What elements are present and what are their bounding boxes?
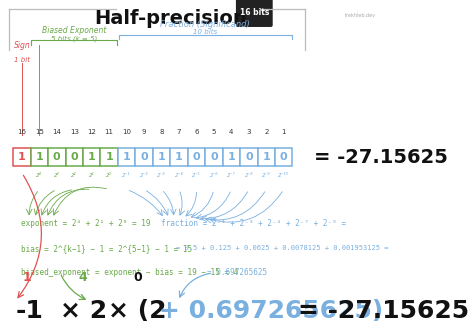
Text: Fraction (Significand): Fraction (Significand) — [160, 20, 250, 29]
Text: 3: 3 — [246, 129, 251, 135]
Text: 1: 1 — [263, 152, 270, 162]
Bar — [118, 148, 136, 166]
Text: 1 bit: 1 bit — [14, 57, 30, 63]
Text: 1: 1 — [88, 152, 96, 162]
Text: 10 bits: 10 bits — [193, 29, 217, 35]
Text: 14: 14 — [52, 129, 61, 135]
Text: 0: 0 — [210, 152, 218, 162]
Text: biased_exponent = exponent − bias = 19 − 15 = 4: biased_exponent = exponent − bias = 19 −… — [21, 269, 239, 278]
Text: × (2: × (2 — [109, 299, 167, 323]
Bar — [153, 148, 170, 166]
Text: bias = 2^{k−1} − 1 = 2^{5−1} − 1 = 15: bias = 2^{k−1} − 1 = 2^{5−1} − 1 = 15 — [21, 244, 192, 253]
Text: 2⁻⁴: 2⁻⁴ — [175, 173, 183, 178]
Text: 11: 11 — [105, 129, 114, 135]
Text: = -27.15625: = -27.15625 — [314, 148, 447, 167]
Text: 2⁻⁹: 2⁻⁹ — [262, 173, 271, 178]
Text: 7: 7 — [177, 129, 181, 135]
Bar — [257, 148, 275, 166]
Text: 2³: 2³ — [54, 173, 60, 178]
Text: 1: 1 — [158, 152, 165, 162]
Text: 1: 1 — [23, 272, 31, 285]
Text: -1: -1 — [16, 299, 43, 323]
Text: 1: 1 — [18, 152, 26, 162]
Text: 1: 1 — [36, 152, 43, 162]
Text: 2⁰: 2⁰ — [106, 173, 112, 178]
Text: 4: 4 — [229, 129, 234, 135]
Text: 2⁻³: 2⁻³ — [157, 173, 166, 178]
Text: 2²: 2² — [72, 173, 77, 178]
Text: Biased Exponent: Biased Exponent — [42, 26, 107, 35]
Text: 2⁴: 2⁴ — [36, 173, 42, 178]
Text: 2⁻¹: 2⁻¹ — [122, 173, 131, 178]
Text: 15: 15 — [35, 129, 44, 135]
Bar — [136, 148, 153, 166]
Bar — [240, 148, 257, 166]
Text: 2⁻⁶: 2⁻⁶ — [210, 173, 218, 178]
Text: 0: 0 — [133, 272, 142, 285]
Text: 8: 8 — [159, 129, 164, 135]
Text: 16: 16 — [18, 129, 27, 135]
Text: 6: 6 — [194, 129, 199, 135]
Text: + 0.697265625): + 0.697265625) — [159, 299, 383, 323]
Text: 1: 1 — [175, 152, 183, 162]
Text: 2⁻⁸: 2⁻⁸ — [245, 173, 253, 178]
Text: exponent = 2⁴ + 2¹ + 2⁰ = 19: exponent = 2⁴ + 2¹ + 2⁰ = 19 — [21, 219, 151, 228]
Text: 5: 5 — [212, 129, 216, 135]
Text: 1: 1 — [282, 129, 286, 135]
Text: 5 bits (k = 5): 5 bits (k = 5) — [51, 35, 97, 42]
Text: 0: 0 — [192, 152, 201, 162]
Text: Sign: Sign — [14, 41, 30, 50]
Text: 2⁻⁵: 2⁻⁵ — [192, 173, 201, 178]
Bar — [31, 148, 48, 166]
Text: 12: 12 — [87, 129, 96, 135]
Text: 13: 13 — [70, 129, 79, 135]
Text: 2¹: 2¹ — [89, 173, 95, 178]
Text: 1: 1 — [123, 152, 130, 162]
Text: trekhleb.dev: trekhleb.dev — [345, 13, 376, 18]
Bar — [100, 148, 118, 166]
Text: = 0.697265625: = 0.697265625 — [207, 269, 267, 278]
Text: 0: 0 — [245, 152, 253, 162]
Bar — [65, 148, 83, 166]
Text: 2: 2 — [264, 129, 268, 135]
Text: 2⁻²: 2⁻² — [140, 173, 148, 178]
Text: Half-precision: Half-precision — [94, 9, 247, 28]
Text: 2⁻¹⁰: 2⁻¹⁰ — [278, 173, 289, 178]
Bar — [48, 148, 65, 166]
Text: = 0.5 + 0.125 + 0.0625 + 0.0078125 + 0.001953125 =: = 0.5 + 0.125 + 0.0625 + 0.0078125 + 0.0… — [176, 245, 389, 251]
Bar — [170, 148, 188, 166]
Text: 9: 9 — [142, 129, 146, 135]
Bar — [188, 148, 205, 166]
Text: 1: 1 — [105, 152, 113, 162]
Text: 0: 0 — [280, 152, 288, 162]
Text: 10: 10 — [122, 129, 131, 135]
Text: fraction = 2⁻¹ + 2⁻³ + 2⁻⁴ + 2⁻⁷ + 2⁻⁹ =: fraction = 2⁻¹ + 2⁻³ + 2⁻⁴ + 2⁻⁷ + 2⁻⁹ = — [161, 219, 346, 228]
Text: = -27.15625: = -27.15625 — [298, 299, 469, 323]
Text: 1: 1 — [228, 152, 235, 162]
Text: 2⁻⁷: 2⁻⁷ — [227, 173, 236, 178]
Text: 0: 0 — [140, 152, 148, 162]
Text: 16 bits: 16 bits — [240, 8, 269, 17]
FancyBboxPatch shape — [236, 0, 273, 27]
Text: × 2: × 2 — [60, 299, 107, 323]
Bar — [205, 148, 223, 166]
Text: 4: 4 — [79, 272, 88, 285]
Bar — [275, 148, 292, 166]
Bar — [13, 148, 31, 166]
Text: 0: 0 — [71, 152, 78, 162]
Bar — [223, 148, 240, 166]
Text: 0: 0 — [53, 152, 61, 162]
Bar — [83, 148, 100, 166]
